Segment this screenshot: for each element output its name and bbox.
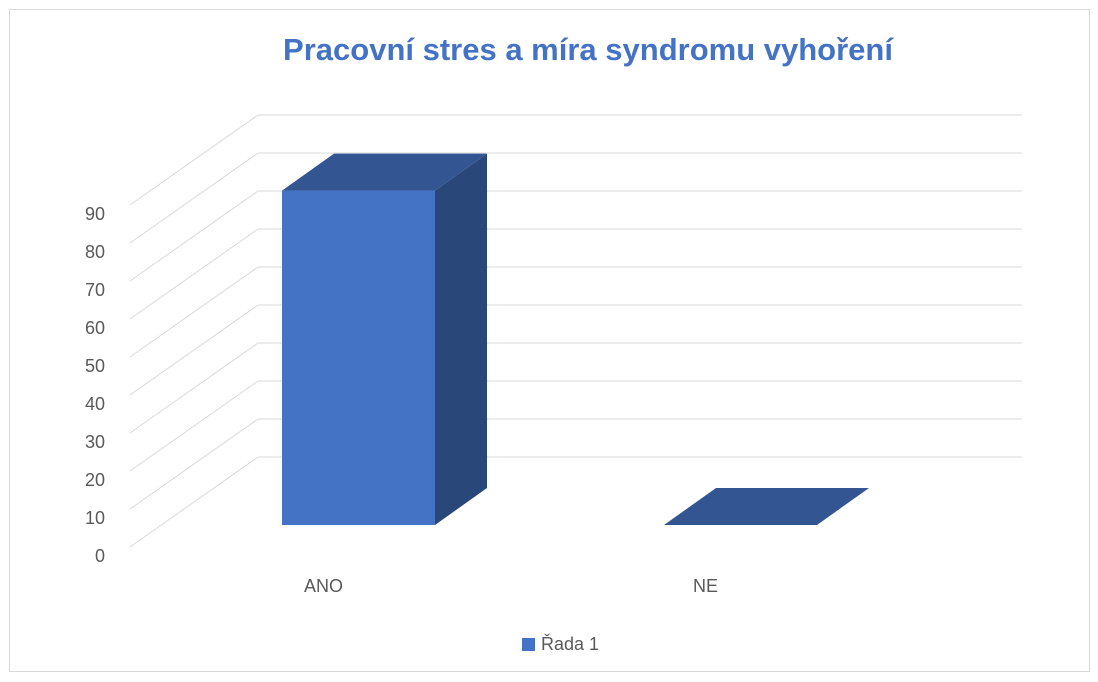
chart-frame [9,9,1090,672]
y-tick-label: 90 [85,204,105,224]
y-tick-label: 70 [85,280,105,300]
bar [282,190,435,525]
bar-top [282,153,487,191]
bar-side [435,153,487,525]
legend-label: Řada 1 [541,634,599,654]
grid-line [129,266,259,358]
grid-line [129,418,259,510]
y-tick-label: 30 [85,432,105,452]
y-tick-label: 0 [95,546,105,566]
grid-line [129,456,259,548]
legend-swatch [522,638,535,651]
y-tick-label: 40 [85,394,105,414]
grid-line [129,190,259,282]
grid-line [129,304,259,396]
chart-title: Pracovní stres a míra syndromu vyhoření [283,32,894,67]
grid-line [129,342,259,434]
y-tick-label: 50 [85,356,105,376]
x-tick-label: NE [693,576,718,596]
bar-top [664,488,869,525]
y-tick-label: 10 [85,508,105,528]
y-tick-label: 20 [85,470,105,490]
grid-line [129,152,259,244]
y-tick-label: 60 [85,318,105,338]
y-tick-label: 80 [85,242,105,262]
grid-line [129,380,259,472]
grid-line [129,228,259,320]
x-tick-label: ANO [304,576,343,596]
grid-line [129,114,259,206]
